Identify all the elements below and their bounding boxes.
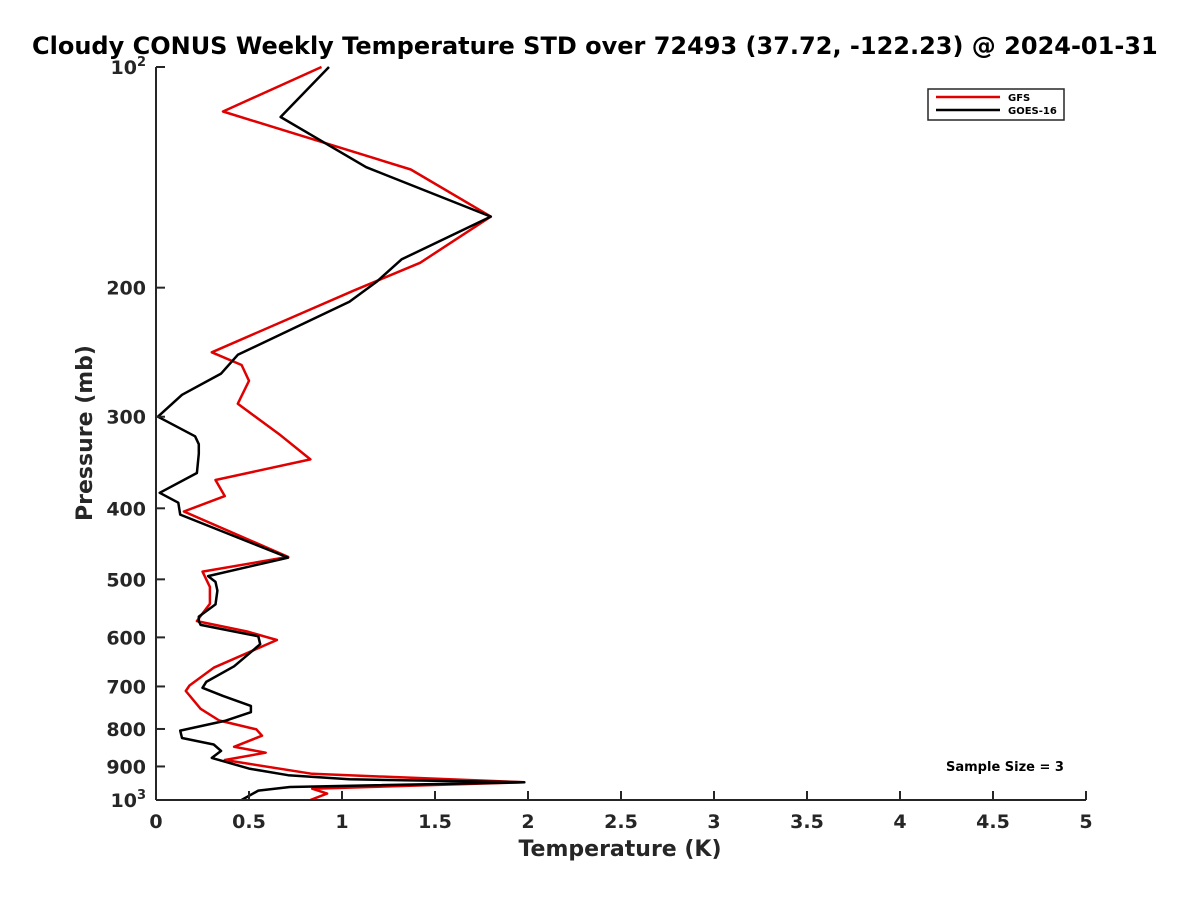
y-ticks: 102 200 300 400 500 600 700 800 900 103	[106, 55, 165, 812]
y-tick-label: 900	[106, 756, 146, 778]
y-tick-label: 102	[111, 55, 147, 79]
x-tick-label: 4.5	[976, 811, 1010, 833]
x-tick-label: 0.5	[232, 811, 266, 833]
y-tick-label: 103	[111, 788, 147, 812]
y-tick-label: 500	[106, 569, 146, 591]
plot-lines	[156, 65, 526, 802]
x-tick-label: 1	[335, 811, 348, 833]
y-tick-label: 800	[106, 719, 146, 741]
series-line-gfs	[182, 65, 526, 802]
x-tick-label: 5	[1079, 811, 1092, 833]
legend-box	[927, 88, 1065, 121]
x-tick-label: 2	[521, 811, 534, 833]
chart-title: Cloudy CONUS Weekly Temperature STD over…	[32, 32, 1158, 60]
x-tick-label: 3	[707, 811, 720, 833]
series-line-goes16	[156, 66, 526, 802]
axes	[155, 67, 1086, 801]
y-tick-label: 600	[106, 627, 146, 649]
x-tick-label: 0	[149, 811, 162, 833]
y-tick-label: 400	[106, 498, 146, 520]
y-axis-label: Pressure (mb)	[73, 345, 98, 521]
x-tick-label: 3.5	[790, 811, 824, 833]
x-tick-label: 1.5	[418, 811, 452, 833]
x-axis-label: Temperature (K)	[518, 837, 721, 862]
legend: GFS GOES-16	[927, 88, 1065, 121]
x-tick-label: 2.5	[604, 811, 638, 833]
y-tick-label: 200	[106, 278, 146, 300]
x-tick-label: 4	[893, 811, 906, 833]
y-tick-label: 700	[106, 676, 146, 698]
x-ticks: 0 0.5 1 1.5 2 2.5 3 3.5 4 4.5 5	[149, 791, 1093, 833]
legend-label-gfs: GFS	[1008, 93, 1030, 104]
sample-size-annotation: Sample Size = 3	[946, 760, 1064, 775]
y-tick-label: 300	[106, 407, 146, 429]
legend-label-goes16: GOES-16	[1008, 106, 1057, 117]
